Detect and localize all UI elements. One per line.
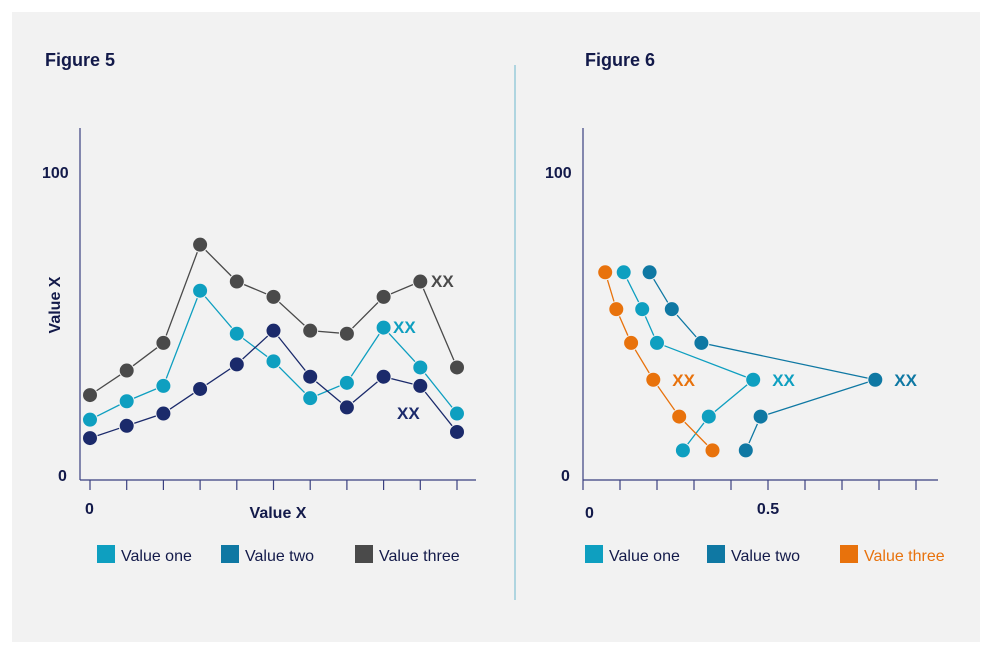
f6-x-tick-0: 0 (585, 505, 594, 522)
f6-x-tick-0.5: 0.5 (757, 501, 779, 518)
f5-point-2 (155, 334, 172, 351)
f5-point-1 (192, 380, 209, 397)
figure-6-title: Figure 6 (585, 50, 655, 70)
f6-point-1 (867, 371, 884, 388)
f5-legend-swatch-two (221, 545, 239, 563)
f5-point-2 (82, 387, 98, 404)
f5-point-1 (302, 368, 319, 385)
f6-point-2 (623, 334, 640, 351)
f6-line-2 (604, 272, 713, 451)
f5-point-2 (302, 322, 319, 339)
f6-series-label: XX (672, 371, 695, 390)
f5-point-2 (228, 273, 245, 290)
f6-point-1 (737, 442, 754, 459)
f5-series-label: XX (397, 404, 420, 423)
f6-point-0 (674, 442, 691, 459)
f6-series-label: XX (772, 371, 795, 390)
f6-point-2 (645, 371, 662, 388)
f5-y-tick-0: 0 (58, 468, 67, 485)
f6-point-2 (597, 264, 614, 281)
f6-point-2 (671, 408, 688, 425)
f5-point-1 (449, 423, 465, 440)
f6-point-1 (693, 334, 710, 351)
f5-point-0 (375, 319, 392, 336)
f6-legend-three: Value three (864, 548, 945, 565)
f5-point-2 (338, 325, 355, 342)
f6-point-1 (641, 264, 658, 281)
f6-line-0 (623, 272, 755, 451)
f6-point-0 (745, 371, 762, 388)
f5-point-1 (118, 417, 135, 434)
figure-panel (12, 12, 980, 642)
f5-point-1 (265, 322, 282, 339)
f5-point-1 (338, 399, 355, 416)
f5-point-1 (375, 368, 392, 385)
f5-legend-three: Value three (379, 548, 460, 565)
f5-legend-two: Value two (245, 548, 314, 565)
f5-point-0 (155, 377, 172, 394)
f6-y-tick-0: 0 (561, 468, 570, 485)
f6-legend-swatch-two (707, 545, 725, 563)
f6-y-tick-100: 100 (545, 165, 572, 182)
f5-point-2 (265, 288, 282, 305)
f5-point-0 (338, 374, 355, 391)
f6-point-0 (649, 334, 665, 351)
f5-point-0 (449, 405, 465, 422)
f5-point-2 (118, 362, 135, 379)
f5-legend-swatch-one (97, 545, 115, 563)
f5-x-tick-0: 0 (85, 501, 94, 518)
f5-y-label: Value X (47, 276, 64, 333)
f5-legend-swatch-three (355, 545, 373, 563)
f5-point-1 (412, 377, 429, 394)
f5-series-label: XX (393, 318, 416, 337)
f5-point-2 (192, 236, 209, 253)
f6-point-0 (634, 301, 651, 318)
f5-point-0 (118, 393, 135, 410)
f5-point-2 (375, 288, 392, 305)
f5-point-2 (449, 359, 465, 376)
f6-point-1 (752, 408, 769, 425)
f6-legend-swatch-three (840, 545, 858, 563)
f5-point-2 (412, 273, 429, 290)
f6-point-2 (608, 301, 625, 318)
f5-x-label: Value X (250, 505, 307, 522)
f6-point-2 (704, 442, 721, 459)
f5-point-0 (82, 411, 98, 428)
f6-point-1 (663, 301, 680, 318)
f5-point-0 (228, 325, 245, 342)
f5-legend-one: Value one (121, 548, 192, 565)
f6-legend-two: Value two (731, 548, 800, 565)
f5-y-tick-100: 100 (42, 165, 69, 182)
f5-point-0 (302, 390, 319, 407)
f6-series-label: XX (894, 371, 917, 390)
f6-point-0 (700, 408, 717, 425)
f6-legend-one: Value one (609, 548, 680, 565)
f6-point-0 (615, 264, 632, 281)
f5-point-1 (155, 405, 172, 422)
f6-legend-swatch-one (585, 545, 603, 563)
f5-point-1 (82, 430, 98, 447)
f5-series-label: XX (431, 272, 454, 291)
figure-5-title: Figure 5 (45, 50, 115, 70)
f5-point-1 (228, 356, 245, 373)
f5-point-0 (412, 359, 429, 376)
f5-point-0 (265, 353, 282, 370)
f5-point-0 (192, 282, 209, 299)
